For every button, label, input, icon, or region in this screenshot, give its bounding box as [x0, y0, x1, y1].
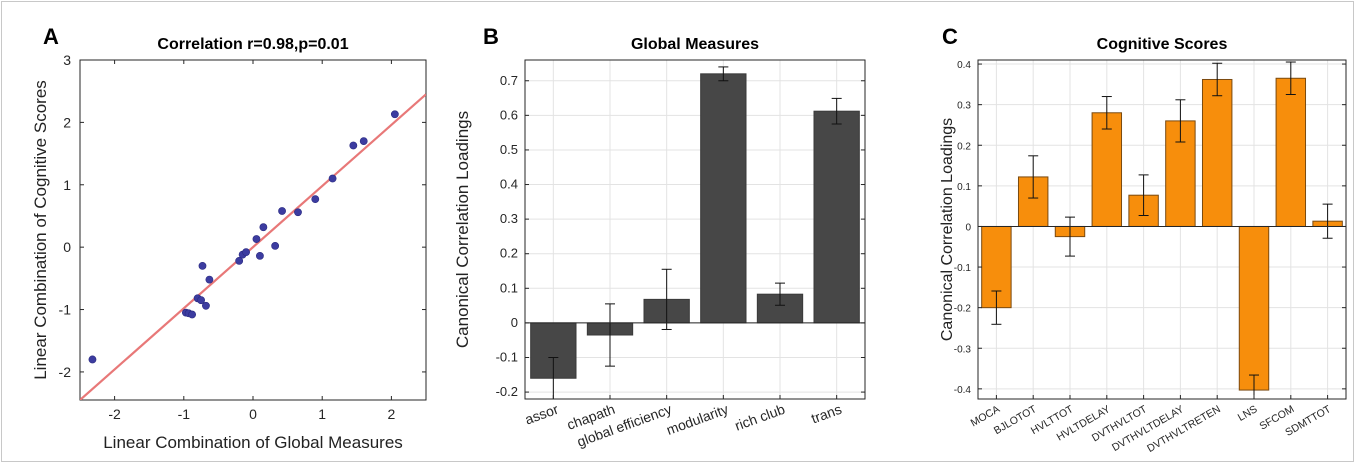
y-tick-label: -2: [59, 364, 72, 380]
fit-line: [80, 93, 426, 400]
y-tick-label: 0.6: [500, 107, 518, 122]
scatter-point: [256, 251, 264, 260]
axes-box: [524, 59, 866, 400]
y-tick-label: 0.1: [500, 280, 518, 295]
error-bar: [1101, 96, 1112, 130]
scatter-point: [197, 296, 205, 305]
x-category-label: assor: [523, 401, 561, 428]
y-tick-label: 0: [63, 239, 71, 255]
scatter-point: [188, 310, 197, 319]
x-tick-label: 2: [388, 406, 396, 422]
error-bar: [718, 66, 729, 82]
y-axis-label: Canonical Correlation Loadings: [453, 111, 472, 348]
y-tick-label: -0.2: [496, 384, 518, 399]
bar-lns: [1238, 225, 1270, 391]
x-tick-label: -1: [178, 406, 191, 422]
y-tick-label: 0.2: [957, 141, 971, 152]
error-bar: [1285, 61, 1296, 96]
scatter-point: [328, 174, 337, 183]
scatter-point: [252, 235, 261, 243]
y-tick-label: -0.3: [954, 344, 972, 355]
bar-modularity: [700, 73, 747, 324]
error-bar: [775, 282, 785, 306]
y-tick-label: 0.4: [500, 177, 518, 192]
plot-area: [525, 60, 865, 399]
panel-a-title: Correlation r=0.98,p=0.01: [157, 36, 348, 53]
x-tick-label: 0: [249, 406, 257, 422]
x-tick-label: 1: [318, 406, 326, 422]
error-bar: [1065, 216, 1075, 257]
y-tick-label: -0.2: [954, 304, 972, 315]
scatter-point: [294, 208, 302, 217]
bar-hvltdelay: [1091, 112, 1123, 227]
scatter-point: [242, 248, 250, 257]
panel-a-axes-box: [79, 59, 427, 401]
bar-sfcom: [1275, 77, 1307, 227]
y-tick-label: 0: [511, 315, 518, 330]
x-category-label: modularity: [664, 401, 730, 438]
error-bar: [1175, 99, 1186, 143]
error-bar: [831, 97, 842, 125]
y-tick-label: 0.3: [500, 211, 518, 226]
bar-trans: [813, 110, 860, 324]
x-category-label: LNS: [1236, 403, 1260, 424]
error-bar: [1212, 62, 1223, 97]
y-axis-label: Canonical Correlation Loadings: [939, 118, 956, 341]
error-bar: [661, 268, 672, 330]
panel-letter-c: C: [942, 24, 958, 49]
y-tick-label: 1: [63, 177, 71, 193]
scatter-point: [205, 275, 214, 284]
scatter-point: [278, 207, 286, 215]
axes-box: [977, 59, 1347, 400]
scatter-point: [259, 223, 268, 232]
error-bar: [1028, 155, 1039, 199]
panel-b-title: Global Measures: [631, 36, 759, 53]
x-tick-label: -2: [108, 406, 121, 422]
bar-dvthvltreten: [1201, 78, 1233, 227]
error-bar: [1322, 203, 1333, 239]
y-tick-label: -0.4: [954, 385, 972, 396]
scatter-point: [88, 355, 97, 364]
y-tick-label: 0.4: [957, 60, 971, 71]
panel-letter-b: B: [483, 24, 499, 49]
panel-a: A Correlation r=0.98,p=0.01 -2 -1 0 1 2 -2 -1 0 1 2…: [31, 24, 427, 452]
y-tick-label: 0: [965, 222, 971, 233]
y-tick-label: -0.1: [496, 349, 518, 364]
y-tick-label: 3: [63, 52, 71, 68]
error-bar: [548, 356, 559, 399]
error-bar: [1138, 174, 1149, 216]
panel-c-title: Cognitive Scores: [1097, 36, 1228, 53]
scatter-point: [349, 141, 358, 150]
scatter-point: [198, 261, 207, 270]
scatter-point: [202, 301, 210, 310]
y-tick-label: -1: [59, 302, 72, 318]
y-tick-label: 2: [63, 114, 71, 130]
scatter-point: [235, 256, 244, 265]
panel-letter-a: A: [43, 24, 59, 49]
scatter-point: [390, 110, 399, 119]
scatter-point: [311, 195, 320, 204]
y-axis-label: Linear Combination of Cognitive Scores: [31, 80, 50, 380]
panel-c: C Cognitive Scores -0.4 -0.3 -0.2 -0.1 0 0.1 0.2…: [939, 24, 1347, 455]
y-tick-label: 0.2: [500, 246, 518, 261]
y-tick-label: 0.3: [957, 101, 971, 112]
scatter-point: [271, 242, 280, 250]
scatter-point: [359, 137, 368, 146]
x-axis-label: Linear Combination of Global Measures: [103, 433, 403, 452]
x-category-label: rich club: [733, 401, 788, 434]
y-tick-label: 0.1: [957, 182, 971, 193]
y-tick-label: 0.7: [500, 73, 518, 88]
error-bar: [1249, 374, 1259, 399]
y-tick-label: -0.1: [954, 263, 972, 274]
panel-b: B Global Measures -0.2 -0.1 0 0.1 0.2 0.3 0.4 0.5…: [453, 24, 866, 450]
error-bar: [605, 303, 615, 367]
x-category-label: trans: [809, 401, 844, 427]
y-tick-label: 0.5: [500, 142, 518, 157]
error-bar: [991, 290, 1002, 325]
